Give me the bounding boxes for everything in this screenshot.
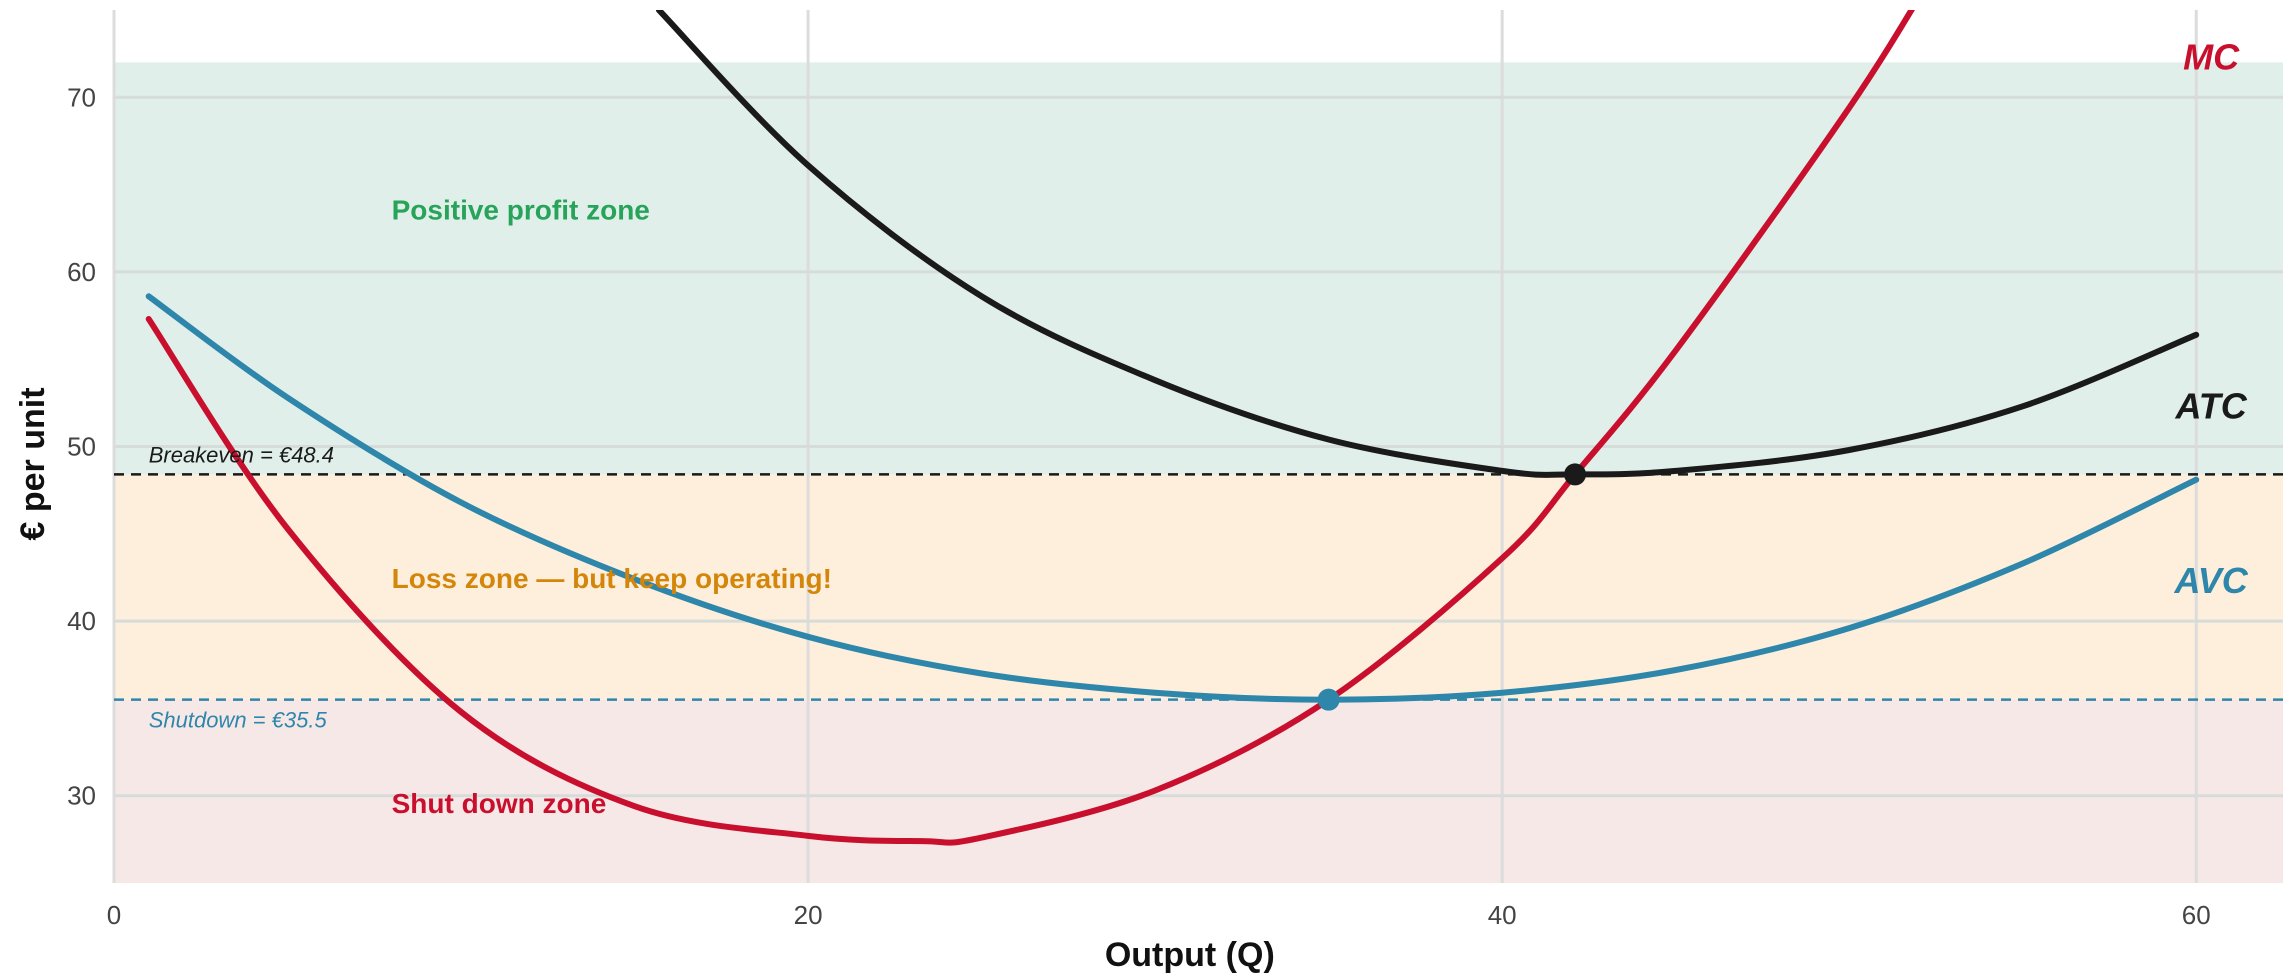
y-tick-label: 60 (67, 257, 96, 287)
zone-label-profit: Positive profit zone (392, 195, 650, 226)
point-breakeven (1564, 463, 1587, 486)
y-tick-label: 70 (67, 82, 96, 112)
zone-shutdown (114, 699, 2283, 883)
curve-label-atc: ATC (2174, 386, 2247, 427)
y-tick-label: 50 (67, 432, 96, 462)
curve-label-mc: MC (2183, 36, 2240, 77)
reference-label-breakeven: Breakeven = €48.4 (149, 442, 334, 467)
zone-profit (114, 62, 2283, 475)
reference-lines-layer (114, 473, 2283, 701)
zone-label-loss: Loss zone — but keep operating! (392, 563, 832, 594)
x-tick-label: 60 (2182, 900, 2211, 930)
curve-label-avc: AVC (2173, 560, 2248, 601)
labels-layer: Positive profit zone Loss zone — but keep… (149, 36, 2249, 819)
x-axis-title: Output (Q) (1105, 936, 1275, 974)
x-tick-label: 0 (107, 900, 121, 930)
reference-label-shutdown: Shutdown = €35.5 (149, 708, 328, 733)
y-axis-title: € per unit (14, 387, 52, 540)
x-tick-label: 20 (794, 900, 823, 930)
curve-avc (145, 293, 2200, 703)
points-layer (1317, 463, 1587, 711)
y-tick-label: 40 (67, 606, 96, 636)
zones-layer (114, 62, 2283, 883)
curves-layer (145, 10, 2200, 846)
curve-mc (145, 10, 1915, 846)
grid-layer (112, 10, 2283, 883)
x-tick-label: 40 (1488, 900, 1517, 930)
zone-label-shutdown: Shut down zone (392, 788, 607, 819)
curve-atc (655, 10, 2200, 478)
y-tick-label: 30 (67, 781, 96, 811)
point-shutdown (1317, 688, 1340, 711)
ticks-layer: 0 20 40 60 30 40 50 60 70 (67, 82, 2211, 930)
